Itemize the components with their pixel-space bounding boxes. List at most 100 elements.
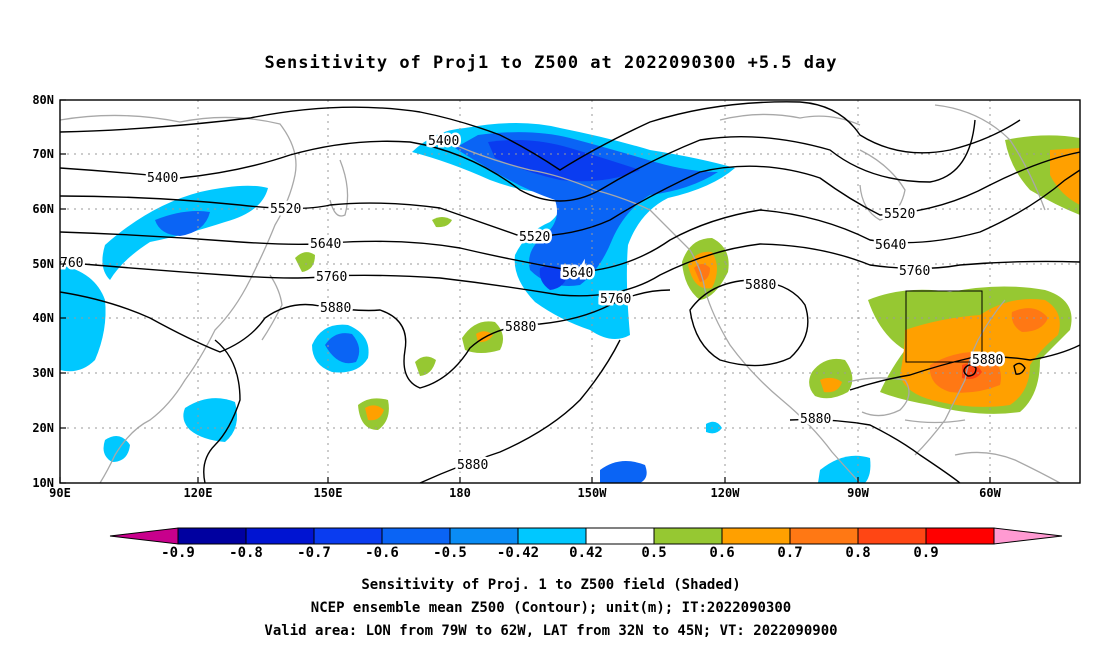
caption-line-2: NCEP ensemble mean Z500 (Contour); unit(… bbox=[311, 600, 791, 616]
sens-blob-tropics-100w bbox=[818, 455, 871, 483]
sens-blob-small2 bbox=[432, 217, 452, 228]
longitude-labels: 90E 120E 150E 180 150W 120W 90W 60W bbox=[49, 486, 1001, 500]
colorbar-boxes bbox=[109, 527, 1063, 545]
colorbar-swatch bbox=[449, 527, 519, 545]
sens-blob-southchina bbox=[183, 398, 238, 442]
contour-5640 bbox=[60, 169, 1080, 273]
lat-label: 60N bbox=[32, 202, 54, 216]
sens-blob-siberia-core bbox=[155, 211, 210, 236]
contour-label: 5400 bbox=[428, 134, 459, 149]
lon-label: 150E bbox=[314, 486, 343, 500]
contour-label: 5400 bbox=[147, 171, 178, 186]
colorbar-label: -0.5 bbox=[433, 545, 467, 561]
contour-label: 5880 bbox=[745, 278, 776, 293]
contour-label: 5880 bbox=[505, 320, 536, 335]
contour-5400-a bbox=[60, 101, 1021, 171]
colorbar-label: -0.9 bbox=[161, 545, 195, 561]
lon-label: 120W bbox=[711, 486, 741, 500]
valid-area-box bbox=[905, 290, 983, 363]
contour-label: 5640 bbox=[875, 238, 906, 253]
colorbar-swatch bbox=[653, 527, 723, 545]
caption: Sensitivity of Proj. 1 to Z500 field (Sh… bbox=[264, 577, 837, 639]
contour-5880-small1 bbox=[963, 364, 977, 377]
contour-label: 5880 bbox=[800, 412, 831, 427]
contour-label: 5760 bbox=[600, 292, 631, 307]
sens-blob-small3 bbox=[415, 356, 436, 376]
contour-5880-a bbox=[60, 289, 671, 389]
coastline-asia-east bbox=[60, 114, 297, 483]
coastline-sa-north bbox=[954, 451, 1061, 483]
sens-blob-northpacific-core2 bbox=[539, 265, 568, 290]
colorbar-label: 0.8 bbox=[845, 545, 870, 561]
colorbar-swatch bbox=[925, 527, 995, 545]
colorbar-label: 0.42 bbox=[569, 545, 603, 561]
colorbar: -0.9 -0.8 -0.7 -0.6 -0.5 -0.42 0.42 0.5 … bbox=[109, 527, 1063, 561]
contour-label: 5520 bbox=[519, 230, 550, 245]
contour-label: 5520 bbox=[884, 207, 915, 222]
lon-label: 90E bbox=[49, 486, 71, 500]
sens-blob-northpacific-core bbox=[488, 140, 640, 182]
contour-5760 bbox=[60, 243, 1080, 297]
contour-label: 5640 bbox=[310, 237, 341, 252]
coastline-alaska bbox=[454, 144, 651, 211]
coastline-gulf bbox=[847, 377, 910, 417]
lat-label: 50N bbox=[32, 257, 54, 271]
negative-sensitivity-shading bbox=[60, 123, 871, 483]
colorbar-label: -0.6 bbox=[365, 545, 399, 561]
lat-label: 80N bbox=[32, 93, 54, 107]
contour-label: 5880 bbox=[320, 301, 351, 316]
sens-blob-westcoast-core2 bbox=[694, 264, 710, 282]
sens-blob-gulf-core bbox=[820, 377, 842, 393]
colorbar-label: 0.6 bbox=[709, 545, 734, 561]
contour-5880-f bbox=[849, 344, 1080, 391]
sens-blob-tropics-150w bbox=[600, 461, 647, 483]
contour-5880-b bbox=[203, 339, 241, 483]
colorbar-swatch bbox=[517, 527, 587, 545]
map-frame bbox=[59, 99, 1081, 484]
colorbar-min-arrow bbox=[109, 527, 179, 545]
lat-label: 10N bbox=[32, 476, 54, 490]
coastline-greenland bbox=[934, 104, 1046, 211]
lon-label: 90W bbox=[847, 486, 869, 500]
caption-line-1: Sensitivity of Proj. 1 to Z500 field (Sh… bbox=[361, 577, 740, 593]
colorbar-swatch bbox=[245, 527, 315, 545]
colorbar-swatch bbox=[789, 527, 859, 545]
colorbar-swatch bbox=[721, 527, 791, 545]
coastline-na-east bbox=[914, 299, 1006, 456]
colorbar-label: 0.5 bbox=[641, 545, 666, 561]
sens-blob-small1 bbox=[295, 252, 315, 272]
lon-label: 150W bbox=[578, 486, 608, 500]
sens-blob-atlantic-core2 bbox=[1011, 308, 1048, 332]
contour-5880-small2 bbox=[1013, 362, 1026, 375]
coastline-japan bbox=[261, 274, 283, 341]
colorbar-label: 0.7 bbox=[777, 545, 802, 561]
coastline-hudson bbox=[859, 149, 906, 221]
figure-title: Sensitivity of Proj1 to Z500 at 20220903… bbox=[265, 53, 838, 73]
sens-blob-greenland-core bbox=[1050, 148, 1080, 205]
lat-label: 40N bbox=[32, 311, 54, 325]
colorbar-label: -0.7 bbox=[297, 545, 331, 561]
colorbar-label: -0.42 bbox=[497, 545, 539, 561]
colorbar-swatch bbox=[177, 527, 247, 545]
lon-label: 180 bbox=[449, 486, 471, 500]
colorbar-swatch bbox=[313, 527, 383, 545]
lon-label: 60W bbox=[979, 486, 1001, 500]
contour-5400-b bbox=[60, 119, 976, 202]
coastline-kamchatka bbox=[329, 159, 349, 217]
colorbar-swatch bbox=[857, 527, 927, 545]
colorbar-label: 0.9 bbox=[913, 545, 938, 561]
contour-5520 bbox=[60, 151, 1080, 237]
caption-line-3: Valid area: LON from 79W to 62W, LAT fro… bbox=[264, 623, 837, 639]
coastline-na-west bbox=[649, 209, 861, 483]
coastlines bbox=[60, 104, 1061, 483]
tick-marks bbox=[59, 99, 991, 484]
colorbar-swatch bbox=[585, 527, 655, 545]
colorbar-labels: -0.9 -0.8 -0.7 -0.6 -0.5 -0.42 0.42 0.5 … bbox=[161, 545, 939, 561]
z500-contours bbox=[60, 101, 1080, 483]
graticule bbox=[60, 100, 1080, 483]
contour-label: 5640 bbox=[562, 266, 593, 281]
colorbar-label: -0.8 bbox=[229, 545, 263, 561]
sens-blob-westpacific-pos-core bbox=[365, 405, 384, 421]
contour-labels: 5400 5400 5520 5520 5520 5640 5640 5640 … bbox=[58, 132, 1006, 476]
